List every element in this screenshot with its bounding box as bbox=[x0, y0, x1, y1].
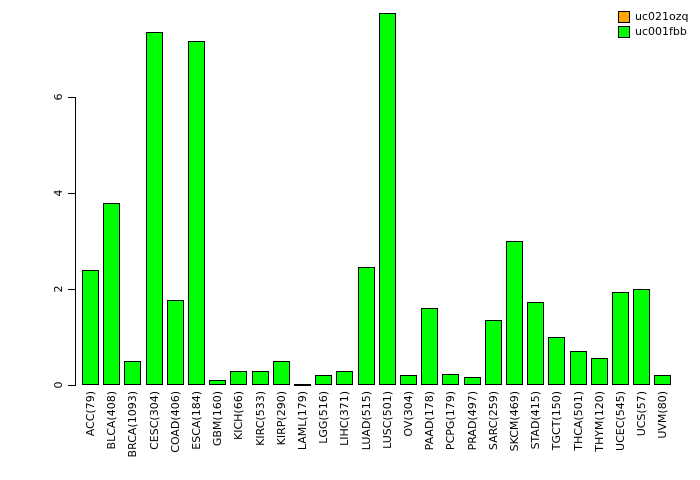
legend-swatch-uc021ozq bbox=[618, 10, 630, 23]
y-axis-tick-label: 6 bbox=[52, 93, 65, 101]
bar-laml bbox=[294, 384, 311, 386]
y-axis-tick bbox=[68, 385, 75, 386]
bar-kirc bbox=[251, 371, 269, 385]
bar-ucec bbox=[612, 292, 629, 385]
x-axis-label-laml: LAML(179) bbox=[296, 391, 309, 451]
x-axis-label-lusc: LUSC(501) bbox=[380, 391, 394, 449]
bar-stad bbox=[527, 302, 545, 385]
x-axis-label-uvm: UVM(80) bbox=[656, 391, 670, 439]
bar-luad bbox=[357, 267, 375, 385]
bar-thca bbox=[569, 351, 587, 385]
x-axis-label-skcm: SKCM(469) bbox=[508, 391, 521, 452]
bar-cesc bbox=[145, 32, 163, 385]
bar-lihc bbox=[336, 371, 354, 385]
bar-brca bbox=[124, 361, 142, 385]
x-axis-label-luad: LUAD(515) bbox=[359, 391, 373, 451]
bar-prad bbox=[463, 377, 481, 385]
legend-label-uc001fbb: uc001fbb bbox=[635, 25, 687, 38]
x-axis-label-esca: ESCA(184) bbox=[190, 391, 203, 450]
bar-lusc bbox=[378, 13, 396, 385]
y-axis-tick bbox=[68, 289, 75, 290]
x-axis-label-pcpg: PCPG(179) bbox=[444, 391, 458, 451]
y-axis-tick bbox=[68, 193, 75, 194]
x-axis-label-lgg: LGG(516) bbox=[317, 391, 331, 444]
bar-blca bbox=[103, 203, 121, 385]
y-axis-line bbox=[75, 97, 76, 386]
bar-gbm bbox=[209, 380, 227, 385]
bar-kirp bbox=[272, 361, 290, 385]
bar-ov bbox=[400, 375, 417, 385]
bar-thym bbox=[590, 358, 608, 385]
x-axis-label-sarc: SARC(259) bbox=[486, 391, 500, 451]
x-axis-label-prad: PRAD(497) bbox=[465, 391, 479, 451]
bar-sarc bbox=[484, 320, 502, 385]
bar-pcpg bbox=[442, 374, 460, 385]
x-axis-label-brca: BRCA(1093) bbox=[126, 391, 140, 458]
x-axis-label-gbm: GBM(160) bbox=[211, 391, 225, 447]
y-axis-tick-label: 2 bbox=[52, 285, 65, 293]
x-axis-label-coad: COAD(406) bbox=[168, 391, 182, 453]
bar-lgg bbox=[315, 375, 333, 385]
x-axis-label-ucec: UCEC(545) bbox=[614, 391, 627, 451]
legend-item-uc021ozq: uc021ozq bbox=[618, 10, 689, 23]
bar-acc bbox=[82, 270, 99, 385]
y-axis-tick-label: 0 bbox=[52, 381, 65, 389]
bar-coad bbox=[166, 300, 184, 385]
bar-paad bbox=[421, 308, 439, 385]
bar-skcm bbox=[506, 241, 523, 385]
legend: uc021ozq uc001fbb bbox=[618, 10, 689, 40]
x-axis-label-thca: THCA(501) bbox=[571, 391, 585, 451]
y-axis-tick-label: 4 bbox=[52, 189, 65, 197]
x-axis-label-cesc: CESC(304) bbox=[147, 391, 161, 450]
bar-uvm bbox=[654, 375, 672, 385]
y-axis-tick bbox=[68, 97, 75, 98]
x-axis-label-tgct: TGCT(150) bbox=[550, 391, 564, 451]
x-axis-label-ov: OV(304) bbox=[402, 391, 415, 437]
legend-item-uc001fbb: uc001fbb bbox=[618, 25, 689, 38]
legend-swatch-uc001fbb bbox=[618, 25, 630, 38]
bar-ucs bbox=[633, 289, 651, 385]
x-axis-label-kich: KICH(66) bbox=[232, 391, 246, 440]
bar-esca bbox=[188, 41, 205, 385]
x-axis-label-blca: BLCA(408) bbox=[105, 391, 119, 450]
x-axis-label-thym: THYM(120) bbox=[592, 391, 606, 452]
x-axis-label-kirc: KIRC(533) bbox=[253, 391, 267, 446]
bar-kich bbox=[230, 371, 248, 385]
x-axis-label-paad: PAAD(178) bbox=[423, 391, 437, 451]
x-axis-label-acc: ACC(79) bbox=[84, 391, 97, 437]
x-axis-label-lihc: LIHC(371) bbox=[338, 391, 352, 446]
legend-label-uc021ozq: uc021ozq bbox=[635, 10, 689, 23]
bar-tgct bbox=[548, 337, 566, 385]
x-axis-label-kirp: KIRP(290) bbox=[274, 391, 288, 446]
x-axis-label-ucs: UCS(57) bbox=[635, 391, 649, 437]
x-axis-label-stad: STAD(415) bbox=[529, 391, 543, 450]
